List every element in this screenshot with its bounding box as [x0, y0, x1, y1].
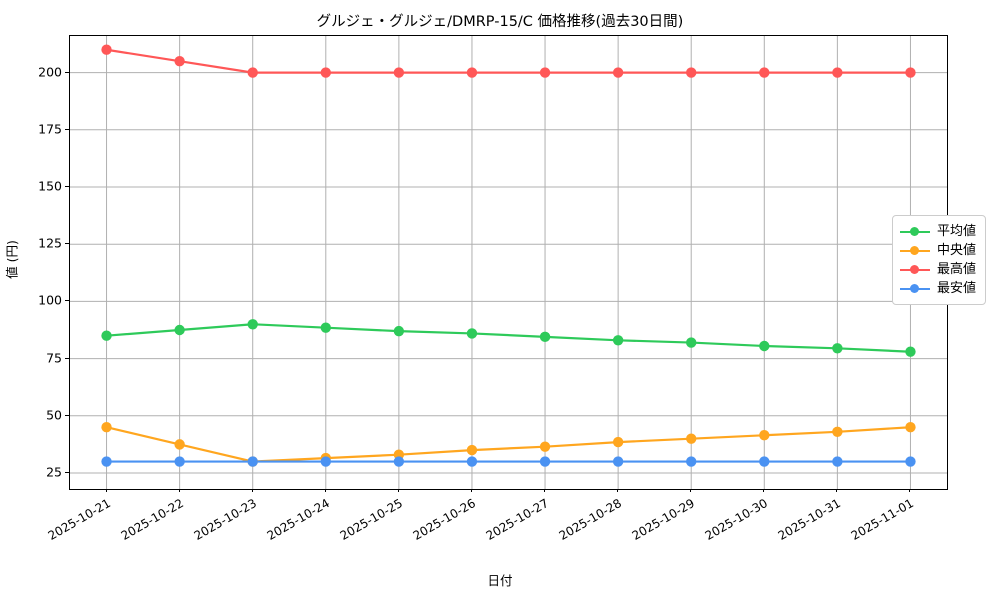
x-tick-mark — [836, 488, 838, 492]
y-tick-mark — [65, 414, 69, 416]
x-tick-mark — [763, 488, 765, 492]
legend-item[interactable]: 最高値 — [899, 260, 976, 279]
y-tick-label: 175 — [38, 121, 62, 137]
y-tick-label: 150 — [38, 178, 62, 194]
y-tick-label: 125 — [38, 235, 62, 251]
y-tick-label: 50 — [46, 407, 62, 423]
legend-marker-min — [899, 282, 930, 296]
y-tick-mark — [65, 471, 69, 473]
legend-marker-average — [899, 225, 930, 239]
x-tick-mark — [544, 488, 546, 492]
y-tick-label: 25 — [46, 464, 62, 480]
x-tick-mark — [690, 488, 692, 492]
legend-label: 最安値 — [936, 281, 976, 296]
legend-item[interactable]: 最安値 — [899, 279, 976, 298]
legend-label: 平均値 — [936, 224, 976, 239]
x-tick-mark — [324, 488, 326, 492]
chart-canvas — [70, 36, 947, 489]
legend-label: 最高値 — [936, 262, 976, 277]
legend-label: 中央値 — [936, 243, 976, 258]
y-tick-mark — [65, 71, 69, 73]
y-tick-label: 200 — [38, 64, 62, 80]
y-tick-label: 75 — [46, 350, 62, 366]
x-tick-mark — [470, 488, 472, 492]
x-tick-mark — [105, 488, 107, 492]
x-tick-mark — [617, 488, 619, 492]
x-tick-mark — [178, 488, 180, 492]
x-tick-mark — [397, 488, 399, 492]
x-axis-label: 日付 — [487, 573, 513, 588]
legend-marker-median — [899, 244, 930, 258]
y-tick-mark — [65, 128, 69, 130]
chart-legend: 平均値 中央値 最高値 最安値 — [891, 215, 986, 305]
plot-area — [69, 35, 948, 490]
page-title: グルジェ・グルジェ/DMRP-15/C 価格推移(過去30日間) — [316, 14, 684, 30]
y-tick-mark — [65, 243, 69, 245]
y-tick-mark — [65, 186, 69, 187]
y-tick-label: 100 — [38, 292, 62, 308]
x-tick-mark — [251, 488, 253, 492]
legend-item[interactable]: 平均値 — [899, 222, 976, 241]
y-tick-mark — [65, 300, 69, 302]
x-tick-mark — [909, 488, 911, 492]
legend-item[interactable]: 中央値 — [899, 241, 976, 260]
legend-marker-max — [899, 263, 930, 277]
y-tick-mark — [65, 357, 69, 359]
